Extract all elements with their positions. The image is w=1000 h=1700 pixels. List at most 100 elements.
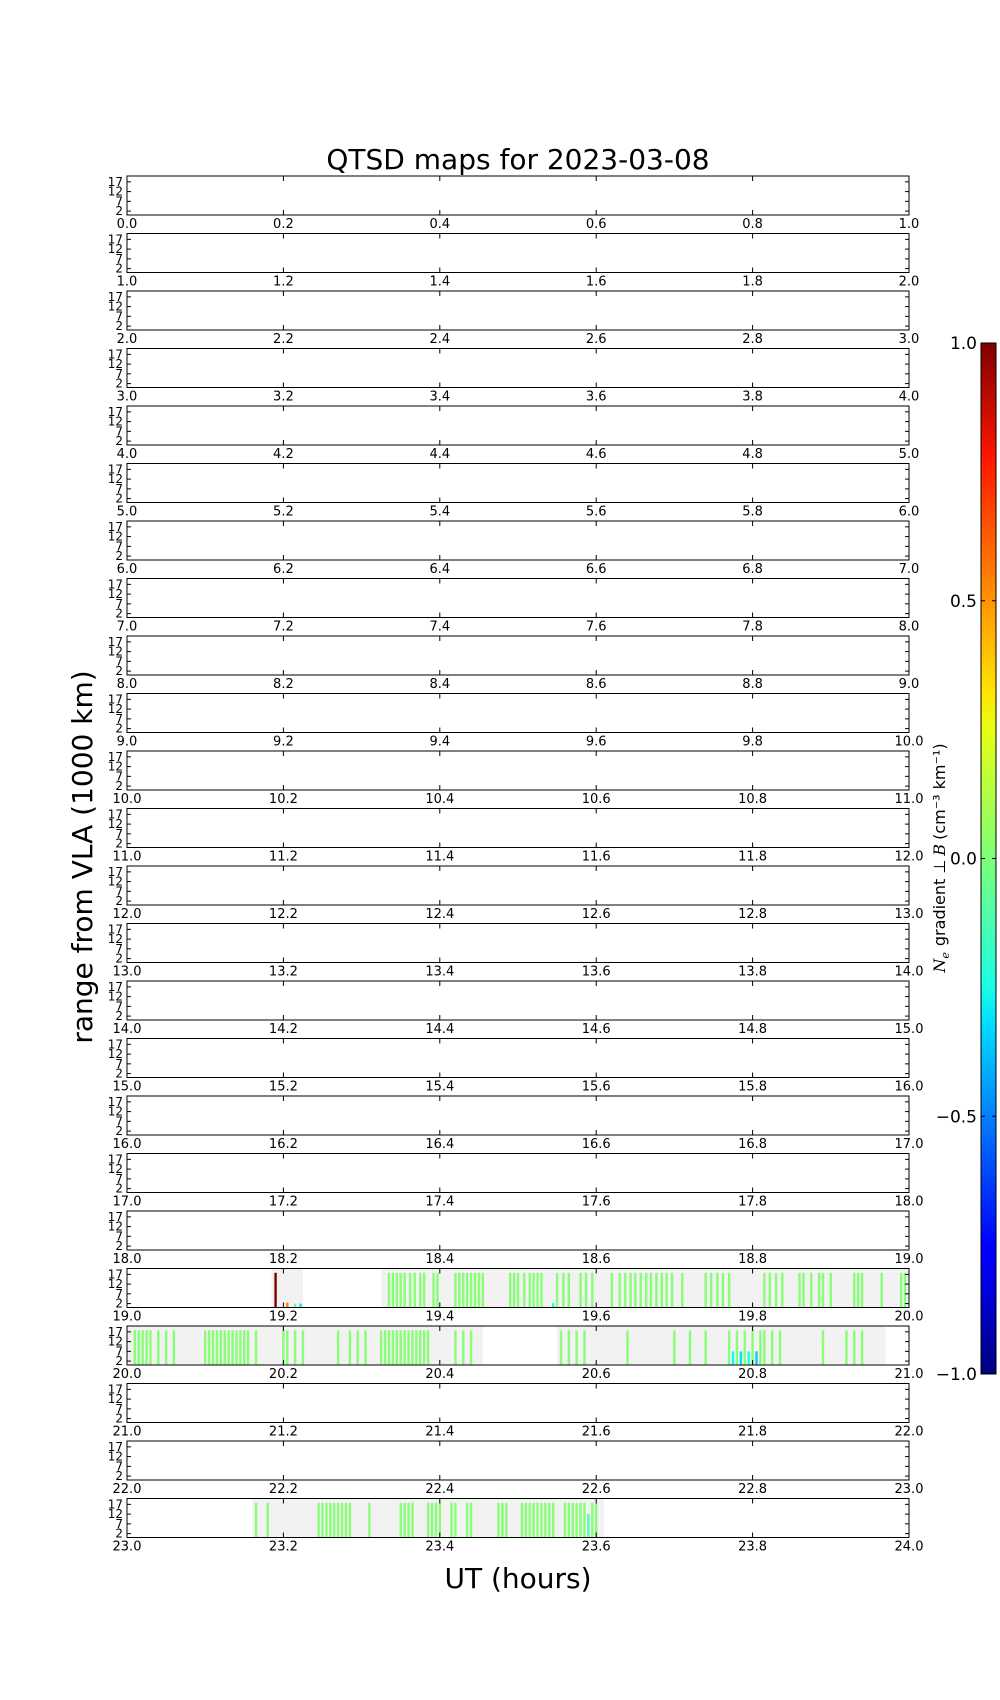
panel-19-cell-0 [274,1272,277,1308]
panel-6-ytick-label-2: 7 [115,539,123,553]
panel-9-frame [126,693,910,733]
panel-19-cell-25 [516,1272,520,1308]
panel-17-xtick-label-1: 17.2 [269,1195,298,1210]
panel-20-xtick-label-2: 20.4 [425,1367,454,1382]
panel-14-xtick-label-5: 15.0 [895,1022,924,1037]
panel-3-xtick-label-1: 3.2 [273,390,294,405]
panel-23-cell-13 [403,1502,406,1538]
panel-19-cell-45 [649,1272,653,1308]
panel-23-cell-35 [551,1502,555,1538]
panel-19-cell-65 [829,1272,832,1308]
panel-19-cell-59 [781,1272,784,1308]
panel-20-ytick-label-2: 7 [115,1344,123,1358]
panel-15-xtick-label-5: 16.0 [895,1080,924,1095]
panel-11-ytick-label-0: 17 [108,807,123,821]
panel-20-cell-64 [778,1330,782,1365]
panel-23-cell-27 [520,1502,524,1538]
panel-7-xtick-label-4: 7.8 [742,620,763,635]
panel-23-cell-29 [528,1502,531,1538]
panel-4-ytick-label-3: 2 [115,434,123,448]
panel-20-cell-35 [403,1330,406,1365]
panel-10-xtick-label-4: 10.8 [738,792,767,807]
panel-19-cell-36 [584,1272,588,1308]
panel-19-cell-62 [810,1272,813,1308]
panel-1-frame [126,233,910,273]
panel-17-xtick-label-2: 17.4 [425,1195,454,1210]
panel-20-cell-21 [282,1330,285,1365]
panel-12-xtick-label-3: 12.6 [582,907,611,922]
panel-20-cell-37 [411,1330,414,1365]
panel-6-ytick-label-3: 2 [115,549,123,563]
panel-12-xtick-label-0: 12.0 [113,907,142,922]
panel-20-frame [126,1325,910,1366]
panel-1-xtick-label-0: 1.0 [117,275,138,290]
panel-19-cell-33 [562,1272,565,1308]
panel-17-xtick-label-5: 18.0 [895,1195,924,1210]
panel-20-cell-18 [243,1330,246,1365]
panel-19-cell-61 [802,1272,805,1308]
panel-19-cell-69 [880,1272,883,1308]
panel-6-xtick-label-2: 6.4 [429,562,450,577]
panel-19-coverage-0 [271,1268,303,1308]
panel-23-cell-34 [548,1502,551,1538]
panel-19-cell-18 [465,1272,469,1308]
panel-19-cell-31 [551,1303,555,1308]
panel-20-cell-59 [751,1330,754,1365]
panel-19-cell-70 [899,1272,903,1308]
panel-5-ytick-label-2: 7 [115,482,123,496]
panel-20-cell-9 [207,1330,211,1365]
panel-19-cell-67 [856,1272,860,1308]
panel-21-ytick-label-2: 7 [115,1402,123,1416]
panel-21-ytick-label-3: 2 [115,1412,123,1426]
panel-20-xtick-label-1: 20.2 [269,1367,298,1382]
panel-19-cell-20 [473,1272,477,1308]
panel-19-cell-23 [508,1272,512,1308]
panel-5-xtick-label-5: 6.0 [899,505,920,520]
panel-19-cell-30 [540,1272,543,1308]
panel-19-xtick-label-1: 19.2 [269,1310,298,1325]
panel-19-cell-60 [798,1272,801,1308]
panel-13-xtick-label-0: 13.0 [113,965,142,980]
colorbar-label: Ne gradient ⊥ B (cm⁻³ km⁻¹) [930,743,952,973]
panel-3-frame [126,348,910,388]
panel-18-ytick-label-1: 12 [108,1220,123,1234]
panel-0-xtick-label-1: 0.2 [273,217,294,232]
panel-20-cell-53 [727,1330,731,1365]
panel-20-cell-41 [426,1330,430,1365]
panel-15-xtick-label-4: 15.8 [738,1080,767,1095]
panel-20-cell-23 [293,1330,297,1365]
colorbar-label-symbol: N [930,958,949,974]
panel-9-ytick-label-2: 7 [115,712,123,726]
panel-19-cell-66 [853,1272,856,1308]
panel-8-xtick-label-3: 8.6 [586,677,607,692]
panel-19-cell-38 [610,1272,614,1308]
panel-12-ytick-label-2: 7 [115,884,123,898]
panel-19-cell-52 [709,1272,713,1308]
panel-19-cell-71 [903,1272,907,1308]
panel-20-cell-66 [845,1330,848,1365]
panel-5-xtick-label-3: 5.6 [586,505,607,520]
panel-16-ytick-label-1: 12 [108,1105,123,1119]
panel-3-ytick-label-3: 2 [115,377,123,391]
panel-19-ytick-label-2: 7 [115,1287,123,1301]
panel-19-cell-34 [567,1272,571,1308]
panel-9-xtick-label-4: 9.8 [742,735,763,750]
panel-20-cell-55 [735,1330,739,1365]
panel-22-xtick-label-2: 22.4 [425,1482,454,1497]
panel-18-ytick-label-3: 2 [115,1239,123,1253]
panel-3-xtick-label-0: 3.0 [117,390,138,405]
panel-14-xtick-label-1: 14.2 [269,1022,298,1037]
panel-16-xtick-label-2: 16.4 [425,1137,454,1152]
panel-20-coverage-0 [127,1326,483,1365]
panel-19-ytick-label-1: 12 [108,1277,123,1291]
panel-0-xtick-label-4: 0.8 [742,217,763,232]
panel-14-ytick-label-2: 7 [115,999,123,1013]
panel-20-cell-34 [399,1330,402,1365]
panel-20-xtick-label-0: 20.0 [113,1367,142,1382]
panel-4-xtick-label-1: 4.2 [273,447,294,462]
panel-20-cell-13 [223,1330,226,1365]
